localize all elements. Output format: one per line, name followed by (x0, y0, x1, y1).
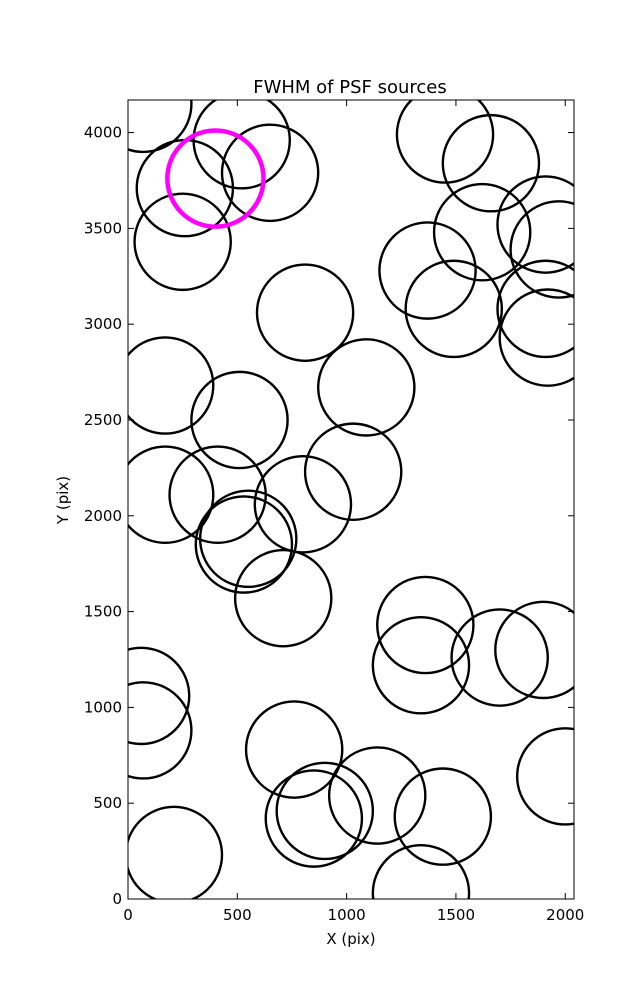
source-circle (404, 259, 504, 359)
source-circle (133, 192, 232, 292)
source-circle (496, 175, 574, 274)
source-circle (128, 646, 191, 746)
source-circle (190, 370, 289, 470)
source-circle (371, 843, 471, 899)
source-circle (168, 445, 267, 545)
source-circle (494, 600, 574, 700)
x-tick-label: 2000 (546, 906, 584, 924)
source-circle (515, 727, 574, 826)
x-tick-label: 0 (123, 906, 133, 924)
data-layer (128, 100, 574, 899)
source-circle (371, 615, 471, 715)
source-circle (128, 681, 193, 780)
source-circle (509, 200, 574, 299)
y-tick-label: 3500 (84, 219, 122, 237)
source-circle (496, 259, 574, 359)
source-circle (441, 113, 541, 213)
axis-ticks: 0 500 1000 1500 2000 0 500 1000 1500 2000 2500 3000… (84, 100, 584, 924)
y-axis-label: Y (pix) (54, 476, 72, 525)
source-circle (264, 769, 364, 868)
y-tick-label: 3000 (84, 315, 122, 333)
x-axis-label: X (pix) (326, 930, 375, 948)
source-circle (198, 489, 298, 589)
source-circle (194, 495, 294, 594)
source-circle (432, 182, 532, 282)
y-tick-label: 2000 (84, 507, 122, 525)
source-circle (378, 221, 477, 320)
source-circle (327, 746, 427, 845)
source-circle (450, 608, 549, 707)
source-circle (317, 338, 416, 437)
source-circle (128, 445, 215, 544)
source-circle (128, 100, 193, 154)
y-tick-label: 1000 (84, 698, 122, 716)
y-tick-label: 500 (93, 794, 122, 812)
source-circle (253, 454, 353, 554)
source-circle (244, 700, 344, 799)
y-tick-label: 2500 (84, 411, 122, 429)
x-tick-label: 1000 (328, 906, 366, 924)
source-circle (220, 123, 320, 223)
y-tick-label: 4000 (84, 124, 122, 142)
source-circle (376, 575, 475, 675)
plot-frame (127, 99, 575, 900)
source-circle (233, 548, 333, 648)
y-tick-label: 1500 (84, 603, 122, 621)
source-circle (393, 767, 493, 866)
x-tick-label: 1500 (437, 906, 475, 924)
source-circle (128, 336, 215, 435)
chart-title: FWHM of PSF sources (253, 77, 447, 98)
source-circle (498, 288, 574, 387)
source-circle (395, 100, 495, 184)
source-circle (135, 138, 235, 238)
y-tick-label: 0 (112, 890, 122, 908)
source-circle (128, 805, 224, 899)
source-circle (275, 761, 375, 861)
source-circle (255, 263, 355, 362)
highlighted-source-circle (165, 128, 266, 229)
x-tick-label: 500 (223, 906, 252, 924)
source-circle (303, 422, 403, 522)
